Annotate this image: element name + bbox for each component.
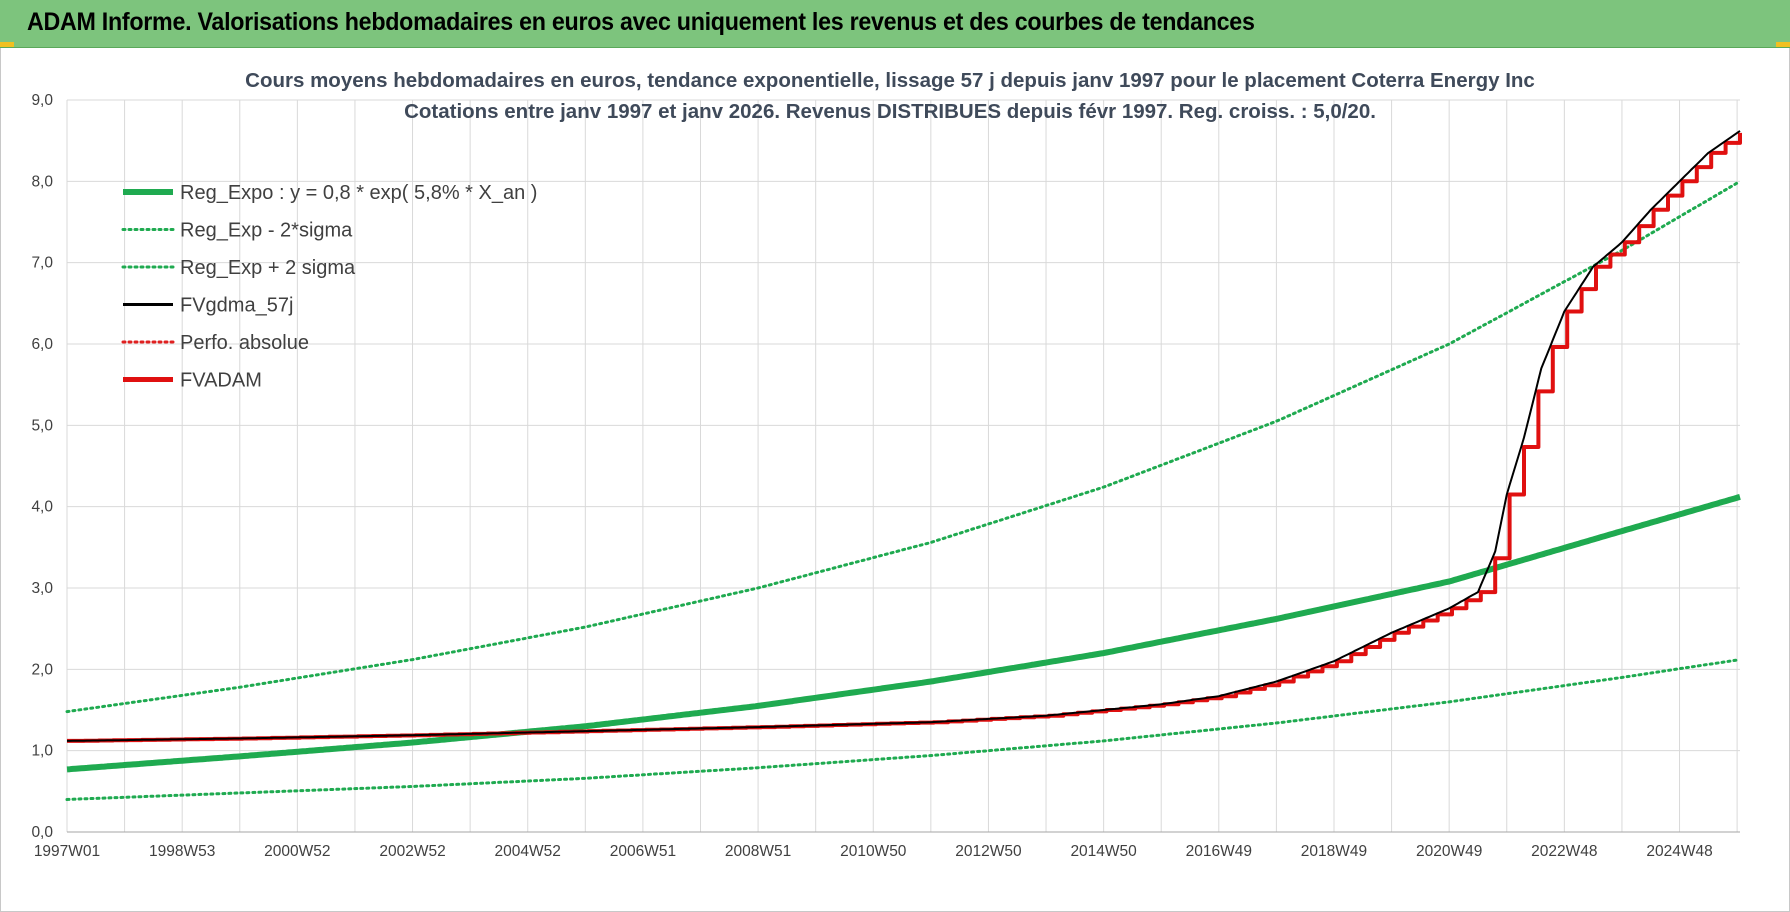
x-tick-label: 2012W50 <box>955 843 1022 860</box>
line-chart: Cours moyens hebdomadaires en euros, ten… <box>31 69 1742 860</box>
legend: Reg_Expo : y = 0,8 * exp( 5,8% * X_an ) R… <box>121 182 537 392</box>
report-banner: ADAM Informe. Valorisations hebdomadaire… <box>0 0 1790 48</box>
x-tick-label: 1997W01 <box>34 843 100 860</box>
y-tick-label: 6,0 <box>31 336 53 353</box>
series-line-reg-expo-y-0-8-exp-5-8-x-an <box>66 494 1741 773</box>
x-axis: 1997W01 1998W53 2000W52 2002W52 2004W52 2006W… <box>34 843 1713 860</box>
x-tick-label: 2010W50 <box>840 843 907 860</box>
series <box>65 130 1742 801</box>
series-line-reg-exp-2-sigma <box>65 658 1741 801</box>
x-tick-label: 2024W48 <box>1646 843 1712 860</box>
y-tick-label: 3,0 <box>31 580 53 597</box>
legend-label: Reg_Expo : y = 0,8 * exp( 5,8% * X_an ) <box>180 182 537 204</box>
y-tick-label: 0,0 <box>31 824 53 841</box>
y-tick-label: 9,0 <box>31 92 53 109</box>
x-tick-label: 2014W50 <box>1070 843 1137 860</box>
y-tick-label: 7,0 <box>31 255 53 272</box>
x-tick-label: 1998W53 <box>149 843 215 860</box>
x-tick-label: 2018W49 <box>1301 843 1367 860</box>
chart-subtitle: Cotations entre janv 1997 et janv 2026. … <box>404 100 1376 123</box>
legend-label: Reg_Exp - 2*sigma <box>180 220 353 242</box>
x-tick-label: 2008W51 <box>725 843 791 860</box>
chart-title: Cours moyens hebdomadaires en euros, ten… <box>245 69 1535 92</box>
x-tick-label: 2016W49 <box>1186 843 1252 860</box>
x-tick-label: 2004W52 <box>495 843 561 860</box>
x-tick-label: 2006W51 <box>610 843 676 860</box>
y-tick-label: 2,0 <box>31 661 53 678</box>
y-tick-label: 5,0 <box>31 417 53 434</box>
legend-label: Perfo. absolue <box>180 332 309 354</box>
corner-marker <box>1776 42 1790 47</box>
legend-label: Reg_Exp + 2 sigma <box>180 257 356 279</box>
legend-label: FVgdma_57j <box>180 295 293 317</box>
x-tick-label: 2020W49 <box>1416 843 1482 860</box>
y-axis: 0,0 1,0 2,0 3,0 4,0 5,0 6,0 7,0 8,0 9,0 <box>31 92 53 841</box>
legend-label: FVADAM <box>180 370 262 392</box>
series-line-reg-exp-2-sigma <box>65 180 1741 714</box>
y-tick-label: 4,0 <box>31 499 53 516</box>
corner-marker <box>0 42 14 47</box>
report-title: ADAM Informe. Valorisations hebdomadaire… <box>27 8 1255 36</box>
x-tick-label: 2022W48 <box>1531 843 1597 860</box>
gridlines <box>66 99 1740 833</box>
y-tick-label: 8,0 <box>31 173 53 190</box>
series-line-fvgdma-57j <box>67 130 1741 742</box>
x-tick-label: 2000W52 <box>264 843 330 860</box>
x-tick-label: 2002W52 <box>379 843 445 860</box>
y-tick-label: 1,0 <box>31 743 53 760</box>
